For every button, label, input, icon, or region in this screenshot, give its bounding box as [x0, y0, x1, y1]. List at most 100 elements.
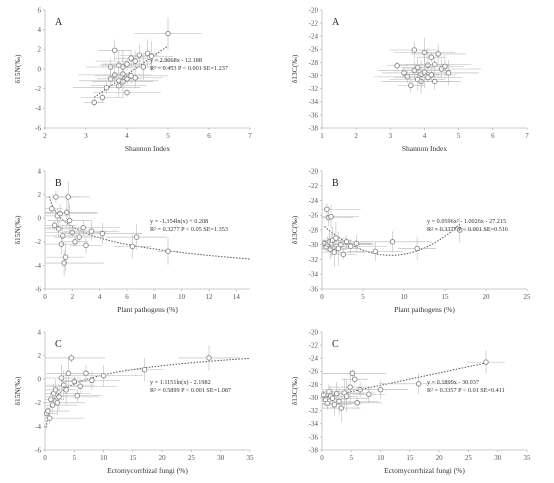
axes: 1 2 3 4 5 6 7 -20 -22 -24 -26 -28 -30 -32 -34 -36 -38 [309, 6, 530, 140]
y-tick-label: -26 [309, 368, 319, 376]
panel-c-d13c: 0 5 10 15 20 25 30 35 -20 -22 -24 -26 -28 -30 -32 -34 -3… [277, 322, 554, 483]
data-point [352, 376, 358, 382]
data-point [128, 55, 134, 61]
data-point [425, 62, 431, 68]
x-tick-label: 10 [377, 454, 385, 462]
x-tick-label: 14 [233, 293, 241, 301]
y-axis-label: δ15N(‰) [13, 376, 22, 405]
data-point [77, 383, 83, 390]
y-tick-label: -22 [309, 182, 319, 190]
data-point [415, 381, 422, 387]
data-point [83, 242, 89, 249]
panel-label: A [55, 17, 63, 28]
y-tick-label: 2 [38, 191, 42, 199]
y-tick-label: -2 [35, 399, 41, 407]
data-point [338, 405, 345, 411]
x-tick-label: 0 [320, 293, 324, 301]
data-point [60, 233, 66, 239]
x-tick-label: 20 [483, 293, 491, 301]
data-point [353, 240, 360, 247]
data-point [57, 210, 63, 217]
x-tick-label: 1 [320, 132, 324, 140]
equation-stats: R² = 0.5899 P < 0.001 SE=1.087 [150, 387, 231, 394]
data-point [331, 402, 338, 408]
data-point [389, 239, 396, 245]
x-tick-label: 25 [524, 293, 532, 301]
equation-stats: R² = 0.3277 P < 0.05 SE=1.353 [150, 226, 228, 233]
panel-label: C [332, 339, 339, 350]
data-point [46, 415, 53, 421]
y-tick-label: -38 [309, 446, 319, 454]
data-point [445, 70, 452, 76]
data-point [141, 367, 148, 373]
equation-stats: R² = 0.3357 P < 0.01 SE=0.411 [427, 387, 505, 394]
data-point [428, 72, 435, 78]
x-tick-label: 30 [494, 454, 502, 462]
points [321, 350, 506, 422]
data-point [55, 226, 62, 232]
axes: 0 5 10 15 20 25 30 35 -6 -4 -2 0 2 4 [35, 328, 254, 462]
data-point [411, 47, 417, 53]
data-point [338, 241, 344, 248]
x-tick-label: 10 [100, 454, 108, 462]
points [321, 203, 491, 267]
data-point [206, 355, 212, 361]
y-tick-label: -30 [309, 72, 319, 80]
y-tick-label: -38 [309, 124, 319, 132]
y-tick-label: -30 [309, 394, 319, 402]
y-tick-label: -28 [309, 59, 319, 67]
data-point [431, 61, 438, 68]
axes: 0 5 10 15 20 25 30 35 -20 -22 -24 -26 -28 -30 -32 -34 -3… [309, 328, 531, 462]
y-tick-label: -26 [309, 46, 319, 54]
data-point [324, 400, 331, 407]
x-tick-label: 5 [73, 454, 77, 462]
points [44, 345, 240, 425]
x-tick-label: 20 [436, 454, 444, 462]
trend-line [48, 196, 251, 260]
equation-fit: y = 2.9068x - 12.188 [150, 57, 202, 64]
y-tick-label: 4 [38, 26, 42, 34]
data-point [377, 386, 384, 393]
x-tick-label: 2 [43, 132, 47, 140]
x-tick-label: 8 [153, 293, 157, 301]
data-point [49, 206, 55, 212]
data-point [165, 248, 171, 254]
panel-label: A [332, 17, 340, 28]
data-point [457, 227, 463, 233]
data-point [83, 370, 89, 377]
panel-a-d13c: 1 2 3 4 5 6 7 -20 -22 -24 -26 -28 -30 -32 -34 -36 -38 Sha… [277, 0, 554, 161]
y-tick-label: 0 [38, 215, 42, 223]
y-tick-label: -4 [35, 423, 41, 431]
y-tick-label: -36 [309, 111, 319, 119]
data-point [69, 229, 76, 236]
data-point [328, 213, 334, 220]
chart-svg: 0 5 10 15 20 25 30 35 -20 -22 -24 -26 -28 -30 -32 -34 -3… [290, 328, 531, 475]
x-tick-label: 3 [389, 132, 393, 140]
data-point [343, 239, 350, 245]
data-point [136, 52, 143, 58]
data-point [414, 245, 420, 252]
data-point [45, 408, 51, 414]
x-tick-label: 10 [178, 293, 186, 301]
x-tick-label: 2 [354, 132, 358, 140]
y-tick-label: 4 [38, 328, 42, 336]
y-tick-label: -30 [309, 241, 319, 249]
y-tick-label: -34 [309, 420, 319, 428]
equation-fit: y = 0.0596x² - 1.0026x - 27.215 [427, 218, 506, 225]
data-point [56, 394, 62, 400]
panel-c-d15n: 0 5 10 15 20 25 30 35 -6 -4 -2 0 2 4 Ectomycorrhizal f… [0, 322, 277, 483]
y-tick-label: 4 [38, 167, 42, 175]
x-tick-label: 20 [159, 454, 167, 462]
data-point [132, 75, 138, 81]
data-point [333, 390, 340, 397]
trend-line [323, 362, 487, 398]
x-axis-label: Shannon Index [402, 144, 447, 153]
data-point [428, 54, 435, 60]
y-tick-label: -20 [309, 328, 319, 336]
data-point [421, 69, 428, 76]
data-point [60, 382, 67, 388]
data-point [58, 375, 65, 381]
x-tick-label: 0 [43, 454, 47, 462]
x-axis-label: Shannon Index [125, 144, 170, 153]
